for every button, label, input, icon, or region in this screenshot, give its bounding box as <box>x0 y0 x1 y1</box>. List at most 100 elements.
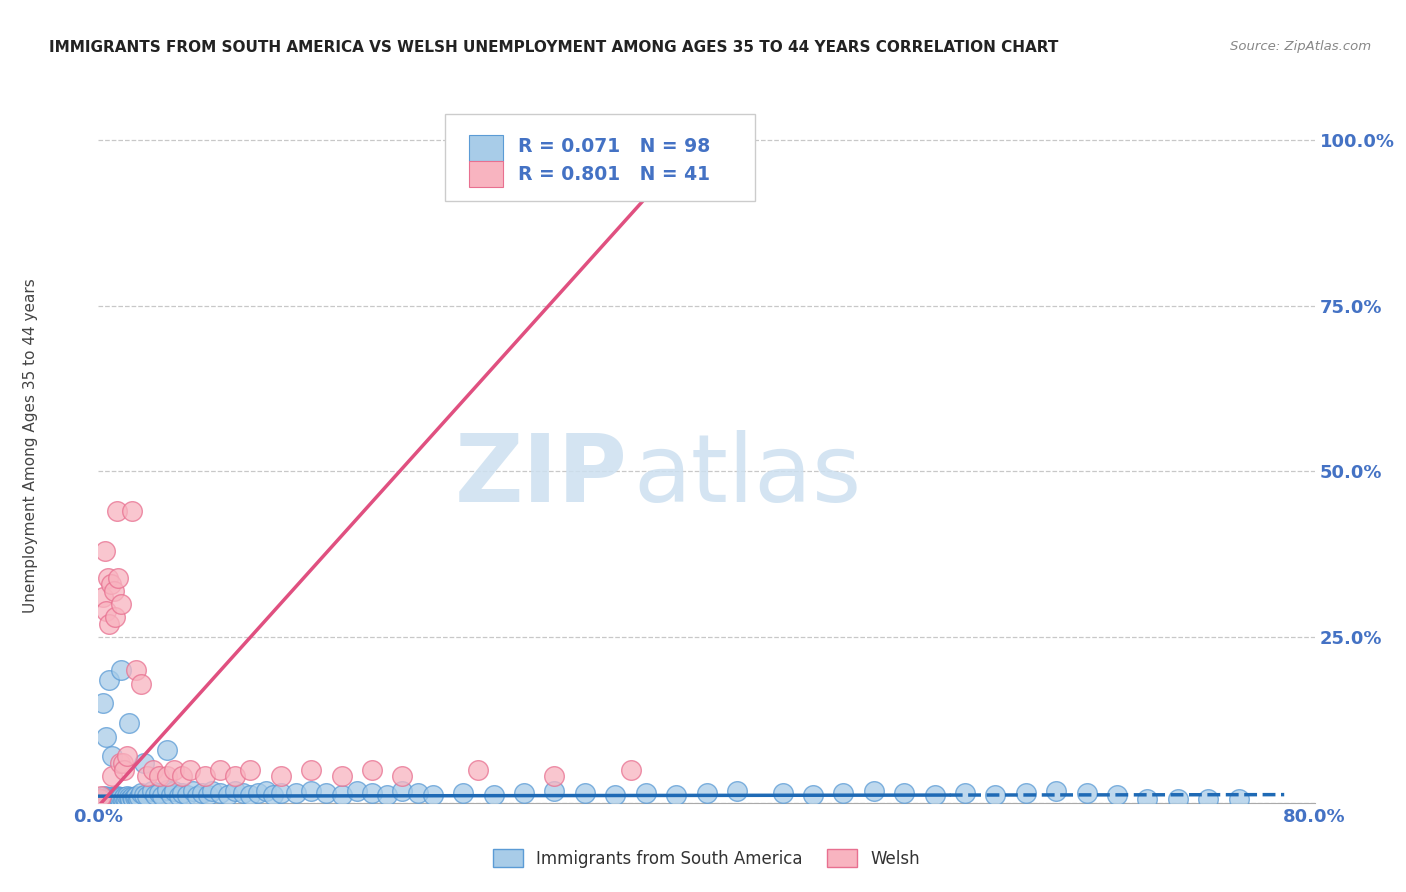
Point <box>136 769 159 783</box>
Point <box>482 788 505 802</box>
Point <box>93 789 115 804</box>
Point <box>163 763 186 777</box>
Point <box>201 784 224 798</box>
Point <box>111 792 134 806</box>
Point <box>270 786 292 800</box>
Point <box>94 792 117 806</box>
Point <box>129 786 152 800</box>
Point <box>453 786 475 800</box>
Point <box>1227 792 1250 806</box>
Point <box>330 769 353 783</box>
Point <box>186 789 208 804</box>
Point <box>90 790 112 805</box>
Point <box>150 789 173 804</box>
Point <box>315 786 337 800</box>
Point <box>103 583 125 598</box>
Point <box>170 769 193 783</box>
Point <box>832 786 855 800</box>
Point <box>391 784 413 798</box>
Point <box>93 544 115 558</box>
Point <box>346 784 368 798</box>
Point <box>100 790 122 805</box>
Point <box>406 786 429 800</box>
Point <box>132 756 155 770</box>
Point <box>121 504 143 518</box>
Text: IMMIGRANTS FROM SOUTH AMERICA VS WELSH UNEMPLOYMENT AMONG AGES 35 TO 44 YEARS CO: IMMIGRANTS FROM SOUTH AMERICA VS WELSH U… <box>49 40 1059 55</box>
Text: Source: ZipAtlas.com: Source: ZipAtlas.com <box>1230 40 1371 54</box>
FancyBboxPatch shape <box>446 114 755 201</box>
Point <box>299 784 322 798</box>
Point <box>391 769 413 783</box>
Text: Unemployment Among Ages 35 to 44 years: Unemployment Among Ages 35 to 44 years <box>24 278 38 614</box>
Point <box>953 786 976 800</box>
Point <box>270 769 292 783</box>
Point <box>619 763 641 777</box>
Text: atlas: atlas <box>634 430 862 522</box>
Point <box>112 763 135 777</box>
Point <box>110 597 132 611</box>
Point <box>91 697 114 711</box>
Point <box>665 788 688 802</box>
Point <box>605 788 627 802</box>
Point <box>239 763 262 777</box>
Point <box>91 591 114 605</box>
Point <box>124 790 146 805</box>
Point <box>543 769 565 783</box>
Point <box>132 788 155 802</box>
Point <box>125 789 148 804</box>
Point <box>105 789 128 804</box>
Point <box>209 786 232 800</box>
Point <box>110 790 132 805</box>
Point <box>111 756 134 770</box>
Bar <box>470 135 503 161</box>
Point <box>108 756 131 770</box>
Point <box>105 504 128 518</box>
Point <box>89 792 111 806</box>
Point <box>148 786 170 800</box>
Point <box>194 769 217 783</box>
Point <box>125 663 148 677</box>
Point <box>634 786 657 800</box>
Point <box>160 788 183 802</box>
Point <box>422 788 444 802</box>
Point <box>696 786 718 800</box>
Point <box>239 788 262 802</box>
Point <box>141 784 163 798</box>
Point <box>91 792 114 806</box>
Text: R = 0.071   N = 98: R = 0.071 N = 98 <box>517 137 710 156</box>
Legend: Immigrants from South America, Welsh: Immigrants from South America, Welsh <box>486 842 927 874</box>
Point <box>862 784 884 798</box>
Point <box>156 769 179 783</box>
Point <box>167 789 190 804</box>
Point <box>118 790 141 805</box>
Point <box>232 786 254 800</box>
Point <box>148 769 170 783</box>
Point <box>181 784 204 798</box>
Point <box>94 604 117 618</box>
Point <box>118 716 141 731</box>
Point <box>96 790 118 805</box>
Point <box>104 610 127 624</box>
Text: ZIP: ZIP <box>454 430 627 522</box>
Point <box>121 790 143 805</box>
Point <box>128 790 150 805</box>
Point <box>543 784 565 798</box>
Point <box>513 786 536 800</box>
Point <box>772 786 794 800</box>
Point <box>101 792 124 806</box>
Point <box>98 792 121 806</box>
Point <box>627 133 650 147</box>
Point <box>117 749 139 764</box>
Point <box>375 788 398 802</box>
Point <box>299 763 322 777</box>
Point <box>98 673 121 688</box>
Point <box>254 784 277 798</box>
Point <box>142 763 165 777</box>
Point <box>89 792 111 806</box>
Point <box>924 788 946 802</box>
Point <box>110 663 132 677</box>
Point <box>1045 784 1067 798</box>
Point <box>217 788 239 802</box>
Point <box>984 788 1007 802</box>
Text: R = 0.801   N = 41: R = 0.801 N = 41 <box>517 165 710 184</box>
